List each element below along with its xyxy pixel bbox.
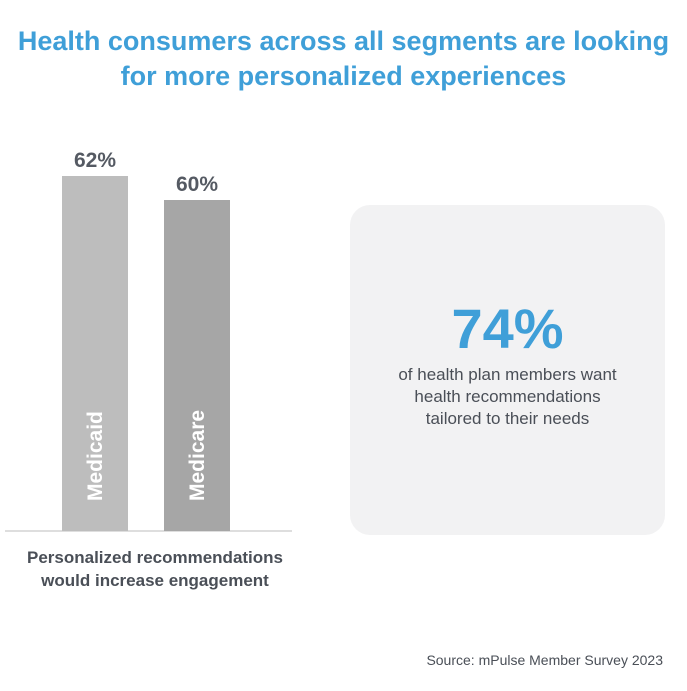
title-line-2: for more personalized experiences — [120, 61, 567, 91]
source-note: Source: mPulse Member Survey 2023 — [426, 652, 663, 668]
bar-category-label: Medicare — [186, 410, 209, 501]
bar-value-label: 62% — [74, 149, 116, 172]
title-line-1: Health consumers across all segments are… — [17, 26, 670, 56]
stat-card: 74% of health plan members want health r… — [350, 205, 665, 535]
bar-medicaid — [62, 176, 128, 531]
stat-line-1: of health plan members want — [398, 365, 617, 384]
stat-description: of health plan members want health recom… — [350, 364, 665, 430]
bar-category-label: Medicaid — [84, 411, 107, 501]
stat-value: 74% — [451, 297, 564, 360]
bar-value-label: 60% — [176, 173, 218, 196]
bar-medicare — [164, 200, 230, 531]
chart-caption: Personalized recommendations would incre… — [0, 546, 310, 592]
stat-line-3: tailored to their needs — [425, 409, 590, 428]
stat-line-2: health recommendations — [414, 387, 601, 406]
page-title: Health consumers across all segments are… — [0, 24, 687, 94]
caption-line-1: Personalized recommendations — [26, 548, 284, 567]
caption-line-2: would increase engagement — [41, 571, 269, 590]
